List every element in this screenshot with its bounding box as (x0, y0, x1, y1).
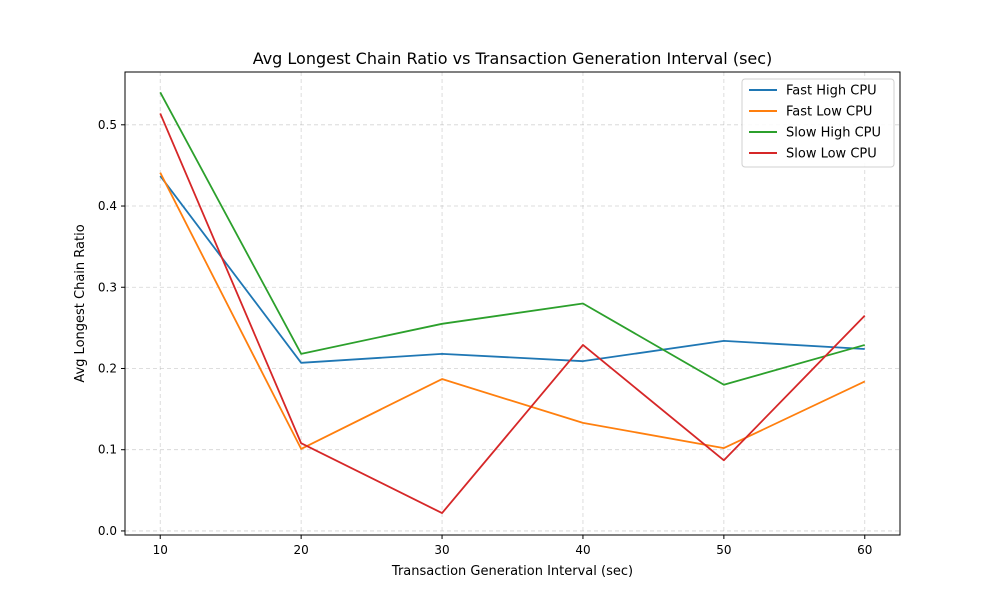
x-axis-label: Transaction Generation Interval (sec) (391, 564, 633, 579)
chart-title: Avg Longest Chain Ratio vs Transaction G… (253, 49, 773, 68)
x-tick-label: 10 (153, 543, 168, 557)
legend-label-fast-low-cpu: Fast Low CPU (786, 105, 872, 120)
y-tick-label: 0.4 (98, 199, 117, 213)
y-tick-label: 0.3 (98, 280, 117, 294)
series-layer (159, 91, 866, 514)
legend: Fast High CPU Fast Low CPU Slow High CPU Sl… (741, 78, 895, 168)
x-tick-label: 60 (857, 543, 872, 557)
legend-box (741, 78, 895, 168)
y-tick-label: 0.0 (98, 524, 117, 538)
legend-label-slow-low-cpu: Slow Low CPU (786, 147, 877, 162)
y-tick-label: 0.2 (98, 361, 117, 375)
series-line-slow-high-cpu (159, 91, 866, 386)
x-tick-label: 20 (293, 543, 308, 557)
y-tick-label: 0.5 (98, 118, 117, 132)
legend-label-fast-high-cpu: Fast High CPU (786, 84, 877, 99)
y-tick-label: 0.1 (98, 443, 117, 457)
legend-label-slow-high-cpu: Slow High CPU (786, 126, 881, 141)
y-axis-ticks: 0.0 0.1 0.2 0.3 0.4 0.5 (98, 118, 125, 538)
series-line-slow-low-cpu (159, 113, 866, 514)
series-line-fast-low-cpu (159, 172, 866, 450)
plot-area-frame (124, 71, 901, 536)
y-axis-label: Avg Longest Chain Ratio (73, 224, 88, 382)
x-tick-label: 30 (434, 543, 449, 557)
x-tick-label: 50 (716, 543, 731, 557)
legend-items: Fast High CPU Fast Low CPU Slow High CPU Sl… (749, 84, 881, 162)
x-tick-label: 40 (575, 543, 590, 557)
series-line-fast-high-cpu (159, 175, 865, 364)
x-axis-ticks: 10 20 30 40 50 60 (153, 535, 872, 557)
